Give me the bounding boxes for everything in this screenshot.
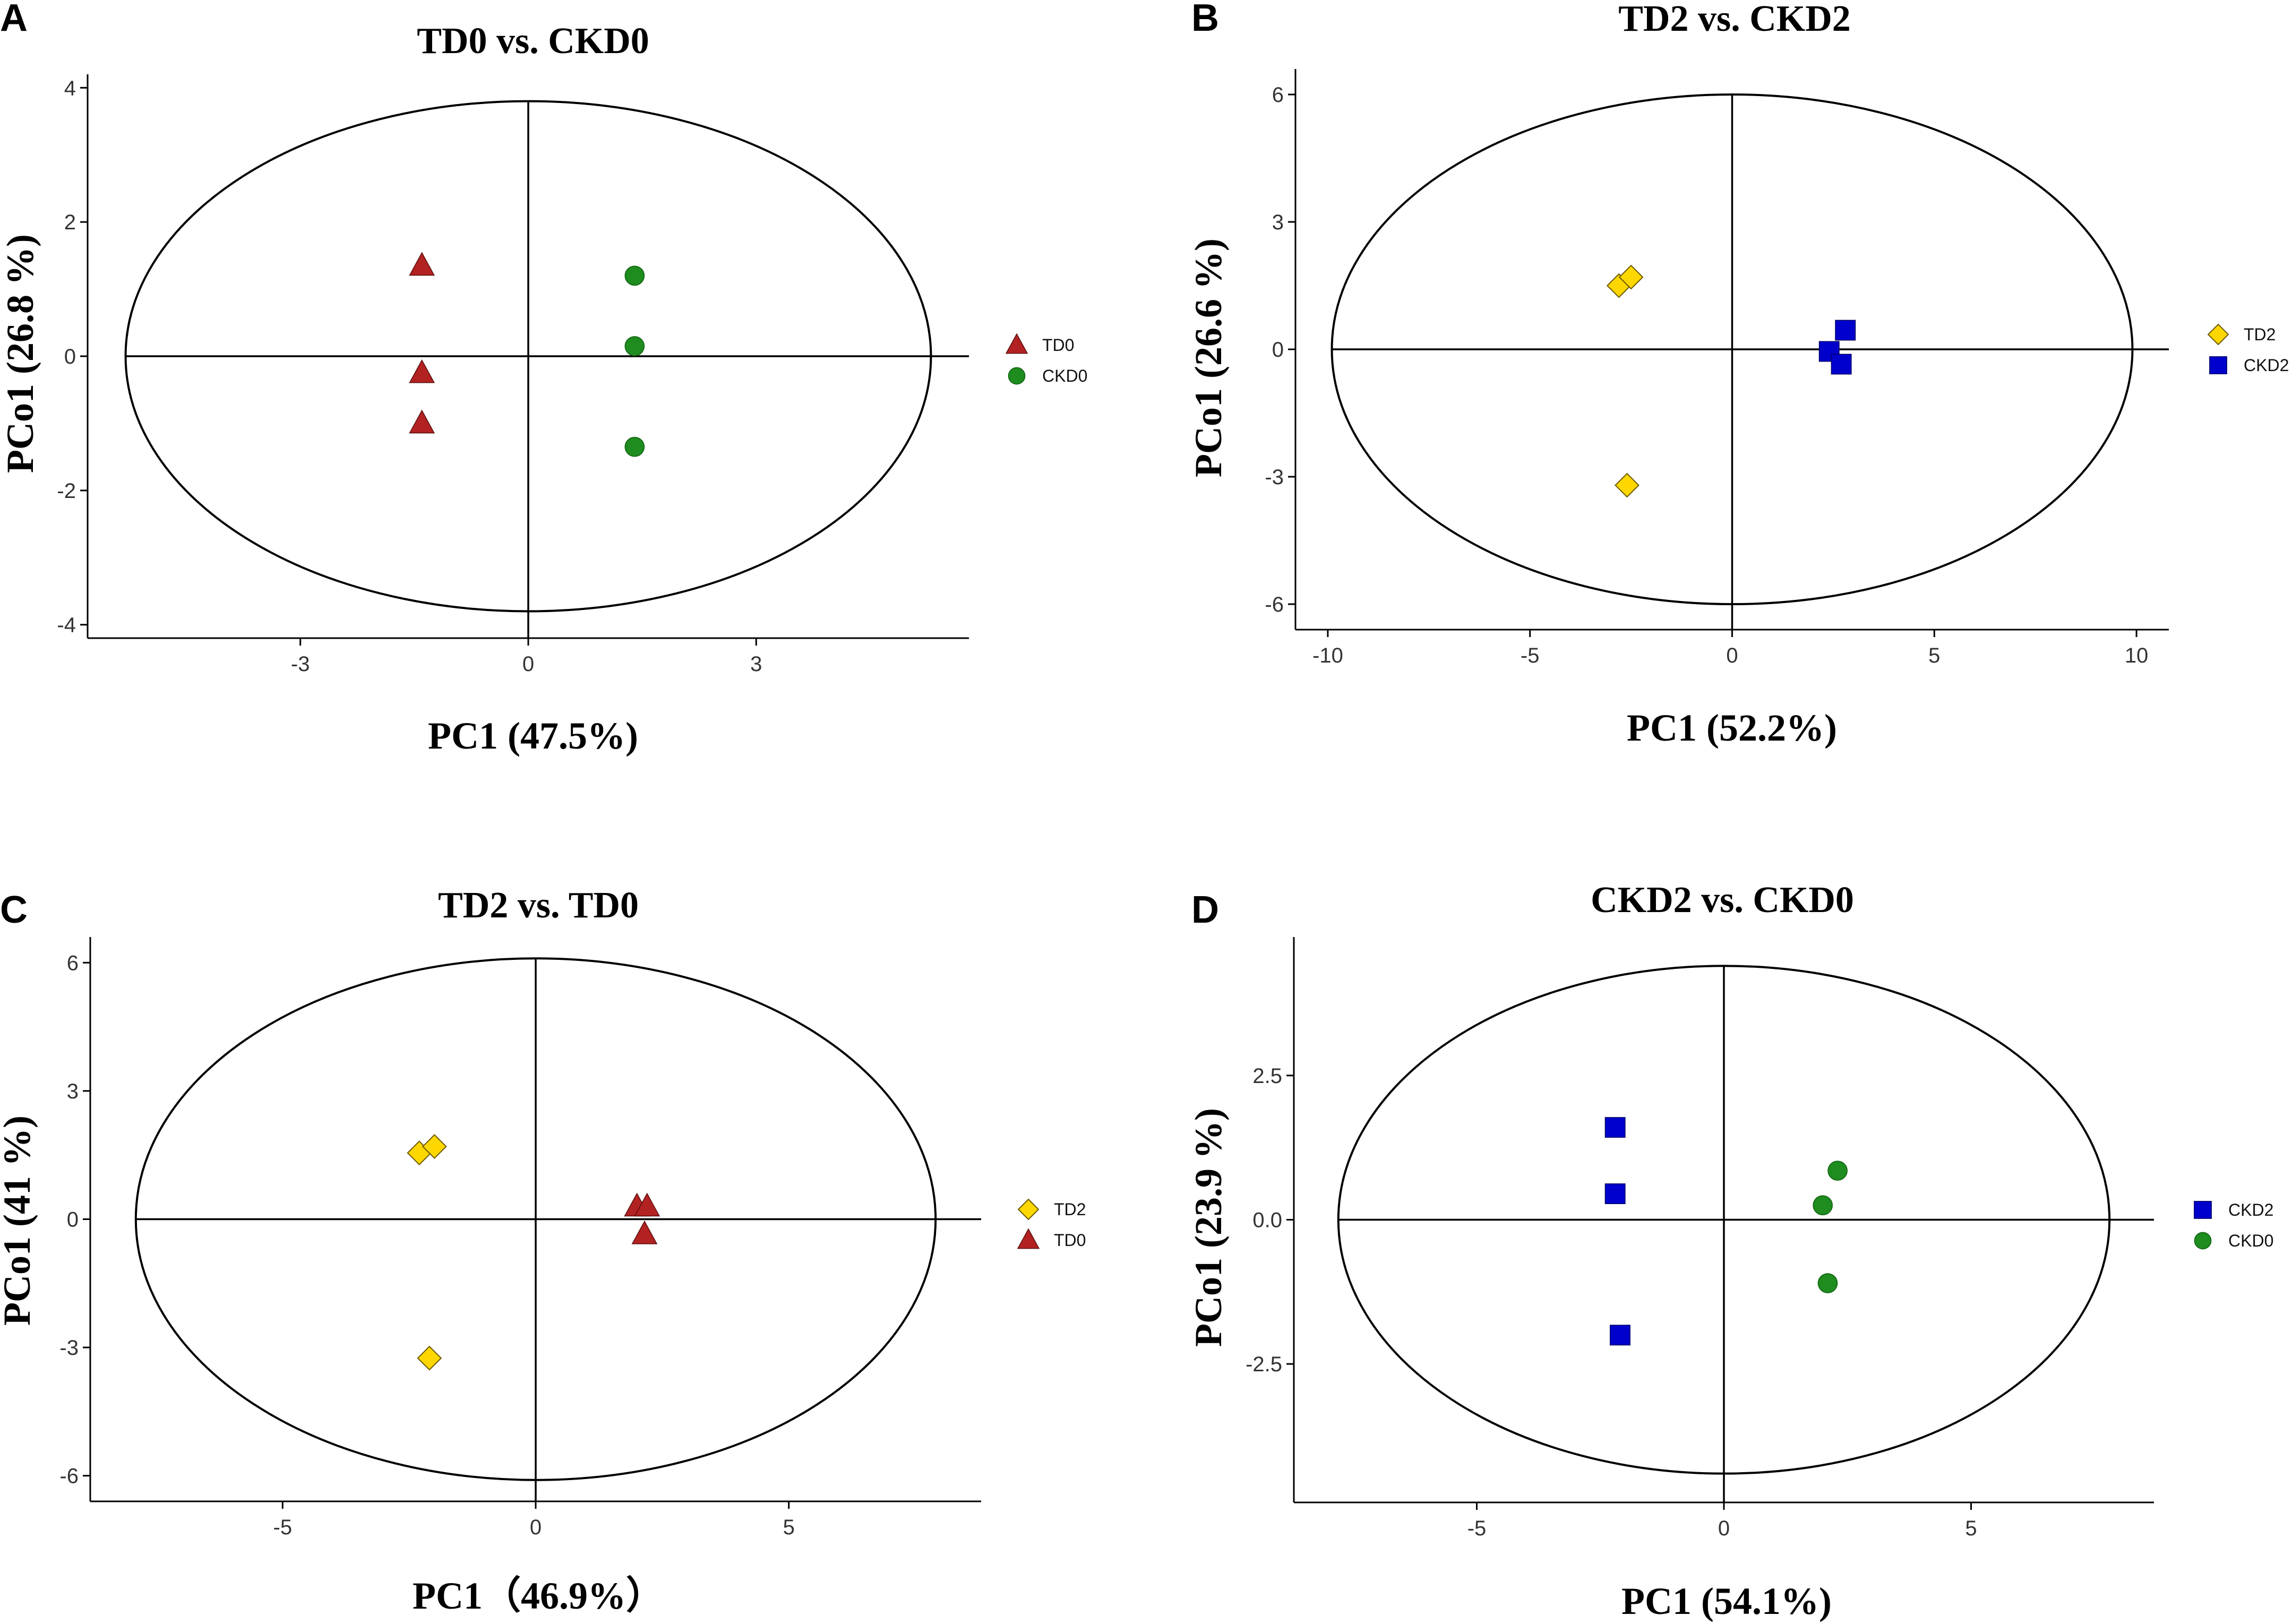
legend: TD0 CKD0	[1005, 333, 1087, 385]
panel-letter-a: A	[0, 0, 28, 39]
legend-label: TD2	[1054, 1200, 1086, 1219]
legend-label: TD0	[1042, 336, 1074, 355]
panel-b: B TD2 vs. CKD2 -10 -5 0 5 10 -6 -3 0 3 6 PC1 (52.…	[1187, 0, 2289, 749]
plot-area: -5 0 5 -6 -3 0 3 6	[59, 937, 981, 1539]
legend: TD2 CKD2	[2207, 323, 2289, 375]
y-tick-label: 0	[64, 345, 76, 368]
data-point-ckd0	[624, 336, 645, 356]
data-point-td0	[409, 409, 435, 434]
data-point-ckd2	[1604, 1117, 1626, 1138]
y-tick-label: -2	[57, 479, 76, 503]
panel-c: C TD2 vs. TD0 -5 0 5 -6 -3 0 3 6 PC1（46.9%） PCo…	[0, 885, 1086, 1617]
x-tick-label: -5	[1467, 1517, 1487, 1540]
plot-area: -5 0 5 -2.5 0.0 2.5	[1246, 937, 2154, 1540]
y-tick-label: 4	[64, 76, 76, 100]
legend-marker-td0	[1005, 333, 1028, 354]
data-point-ckd2	[1831, 354, 1852, 375]
y-tick-label: 3	[67, 1080, 79, 1103]
legend-marker-td2	[2207, 323, 2229, 346]
data-point-ckd0	[624, 436, 645, 457]
y-tick-label: 6	[67, 951, 79, 975]
data-point-ckd0	[1813, 1195, 1833, 1216]
y-tick-label: 0	[67, 1208, 79, 1232]
y-tick-label: 0	[1272, 338, 1284, 362]
panel-d: D CKD2 vs. CKD0 -5 0 5 -2.5 0.0 2.5 PC1 (54.1…	[1187, 880, 2273, 1622]
x-axis-label: PC1 (47.5%)	[428, 715, 638, 757]
legend-label: TD2	[2244, 325, 2276, 344]
y-tick-label: -6	[59, 1465, 79, 1488]
panel-a: A TD0 vs. CKD0 -3 0 3 -4 -2 0 2 4 PC1 (47.5%) P…	[0, 0, 1087, 757]
legend-label: TD0	[1054, 1231, 1086, 1250]
y-tick-label: -6	[1265, 593, 1284, 616]
data-point-td0	[631, 1220, 658, 1244]
x-tick-label: -5	[1521, 644, 1540, 667]
x-tick-label: 5	[783, 1516, 795, 1539]
y-axis-label: PCo1 (23.9 %)	[1187, 1108, 1230, 1347]
chart-title: CKD2 vs. CKD0	[1591, 880, 1854, 921]
x-tick-label: -5	[273, 1516, 293, 1539]
x-tick-label: -10	[1312, 644, 1343, 667]
y-tick-label: 2	[64, 211, 76, 234]
data-point-ckd2	[1835, 320, 1856, 341]
legend: CKD2 CKD0	[2194, 1200, 2273, 1250]
y-tick-label: -3	[1265, 466, 1284, 489]
y-tick-label: -4	[57, 614, 76, 637]
x-tick-label: 0	[1726, 644, 1738, 667]
data-point-td2	[422, 1134, 447, 1159]
data-point-td2	[417, 1345, 442, 1371]
plot-area: -3 0 3 -4 -2 0 2 4	[57, 74, 969, 676]
data-point-td0	[409, 252, 435, 276]
legend-marker-td2	[1017, 1198, 1040, 1221]
x-tick-label: 5	[1965, 1517, 1977, 1540]
data-point-ckd0	[1817, 1273, 1838, 1293]
legend-marker-ckd2	[2194, 1201, 2212, 1219]
legend-label: CKD0	[1042, 366, 1087, 385]
legend-label: CKD2	[2244, 356, 2289, 375]
data-point-ckd2	[1610, 1325, 1630, 1346]
data-point-ckd0	[624, 265, 645, 286]
legend-marker-ckd0	[2194, 1232, 2212, 1250]
y-tick-label: 2.5	[1252, 1064, 1282, 1088]
x-tick-label: 0	[530, 1516, 542, 1539]
x-axis-label: PC1 (54.1%)	[1621, 1580, 1832, 1622]
panel-letter-c: C	[0, 889, 28, 931]
chart-title: TD2 vs. CKD2	[1618, 0, 1851, 39]
y-tick-label: -3	[59, 1336, 79, 1360]
y-tick-label: 6	[1272, 83, 1284, 107]
legend-marker-ckd2	[2209, 356, 2227, 374]
data-point-td2	[1618, 264, 1644, 290]
legend-marker-ckd0	[1008, 367, 1026, 385]
y-axis-label: PCo1 (41 %)	[0, 1115, 38, 1326]
legend-label: CKD2	[2228, 1200, 2273, 1219]
x-tick-label: -3	[291, 652, 310, 676]
legend-label: CKD0	[2228, 1231, 2273, 1250]
y-axis-label: PCo1 (26.6 %)	[1187, 238, 1230, 477]
x-tick-label: 0	[522, 652, 534, 676]
y-tick-label: 0.0	[1252, 1209, 1282, 1232]
x-tick-label: 10	[2125, 644, 2149, 667]
legend: TD2 TD0	[1017, 1198, 1086, 1250]
y-axis-label: PCo1 (26.8 %)	[0, 234, 41, 473]
y-tick-label: -2.5	[1246, 1353, 1282, 1376]
x-tick-label: 3	[750, 652, 762, 676]
panel-letter-d: D	[1191, 889, 1219, 931]
data-point-td2	[1615, 472, 1639, 498]
plot-area: -10 -5 0 5 10 -6 -3 0 3 6	[1265, 69, 2169, 667]
data-point-td0	[634, 1192, 660, 1217]
x-axis-label: PC1 (52.2%)	[1627, 707, 1837, 749]
chart-title: TD2 vs. TD0	[438, 885, 639, 926]
y-tick-label: 3	[1272, 211, 1284, 234]
x-tick-label: 0	[1718, 1517, 1730, 1540]
data-point-ckd2	[1604, 1183, 1626, 1205]
data-point-ckd0	[1827, 1161, 1848, 1181]
chart-title: TD0 vs. CKD0	[417, 21, 649, 62]
panel-letter-b: B	[1191, 0, 1219, 39]
legend-marker-td0	[1017, 1228, 1040, 1249]
x-tick-label: 5	[1928, 644, 1940, 667]
data-point-td0	[409, 359, 435, 383]
x-axis-label: PC1（46.9%）	[413, 1575, 664, 1617]
